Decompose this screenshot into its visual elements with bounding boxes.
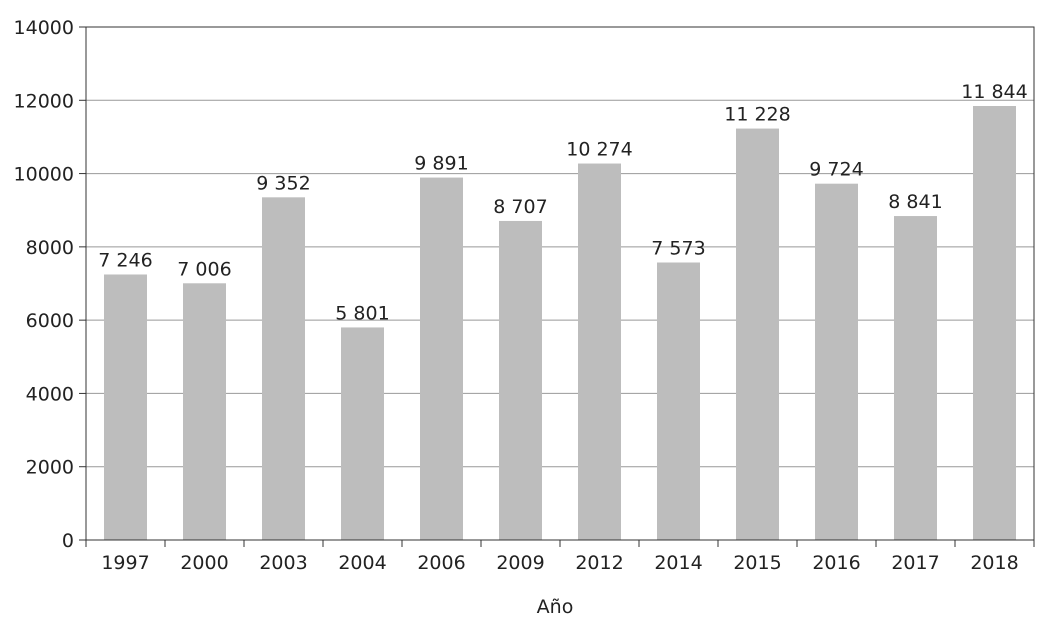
- data-label-2017: 8 841: [888, 191, 942, 213]
- y-tick-label: 0: [62, 530, 74, 552]
- x-tick-label: 2016: [812, 552, 860, 574]
- gridlines: [86, 26, 1034, 468]
- y-tick-label: 4000: [26, 383, 74, 405]
- x-tick-label: 2009: [496, 552, 544, 574]
- bar-2017: [894, 216, 937, 540]
- bar-2009: [499, 220, 542, 541]
- axes: [79, 26, 1035, 547]
- bar-1997: [104, 274, 147, 540]
- y-tick-label: 2000: [26, 457, 74, 479]
- data-labels: 7 246 7 006 9 352 5 801 9 891 8 707 10 274 7 57…: [98, 81, 1027, 324]
- data-label-2016: 9 724: [809, 159, 863, 181]
- x-tick-label: 2018: [970, 552, 1018, 574]
- bar-2018: [973, 106, 1016, 540]
- plot-frame: [85, 26, 1035, 541]
- data-label-2018: 11 844: [961, 81, 1027, 103]
- y-tick-label: 8000: [26, 237, 74, 259]
- x-tick-label: 2004: [338, 552, 386, 574]
- x-tick-label: 2000: [180, 552, 228, 574]
- x-tick-label: 2015: [733, 552, 781, 574]
- data-label-2012: 10 274: [566, 139, 632, 161]
- y-tick-label: 14000: [14, 17, 74, 39]
- data-label-2014: 7 573: [651, 238, 705, 260]
- x-tick-labels: 1997 2000 2003 2004 2006 2009 2012 2014 2015 2016…: [101, 552, 1018, 574]
- data-label-1997: 7 246: [98, 249, 152, 271]
- x-tick-label: 2017: [891, 552, 939, 574]
- bar-2003: [262, 197, 305, 541]
- x-tick-label: 2014: [654, 552, 702, 574]
- x-tick-label: 2006: [417, 552, 465, 574]
- bar-2016: [815, 183, 858, 540]
- data-label-2000: 7 006: [177, 258, 231, 280]
- data-label-2015: 11 228: [724, 104, 790, 126]
- bars: [104, 106, 1016, 541]
- y-tick-label: 6000: [26, 310, 74, 332]
- x-axis-title: Año: [537, 596, 574, 618]
- x-tick-label: 1997: [101, 552, 149, 574]
- data-label-2004: 5 801: [335, 302, 389, 324]
- bar-2004: [341, 327, 384, 540]
- bar-2015: [736, 128, 779, 540]
- bar-2012: [578, 163, 621, 540]
- data-label-2003: 9 352: [256, 172, 310, 194]
- x-tick-label: 2012: [575, 552, 623, 574]
- bar-2006: [420, 177, 463, 541]
- y-tick-label: 10000: [14, 164, 74, 186]
- y-tick-labels: 0 2000 4000 6000 8000 10000 12000 14000: [14, 17, 74, 552]
- data-label-2006: 9 891: [414, 153, 468, 175]
- bar-2000: [183, 283, 226, 540]
- y-tick-label: 12000: [14, 90, 74, 112]
- bar-2014: [657, 262, 700, 540]
- x-tick-label: 2003: [259, 552, 307, 574]
- data-label-2009: 8 707: [493, 196, 547, 218]
